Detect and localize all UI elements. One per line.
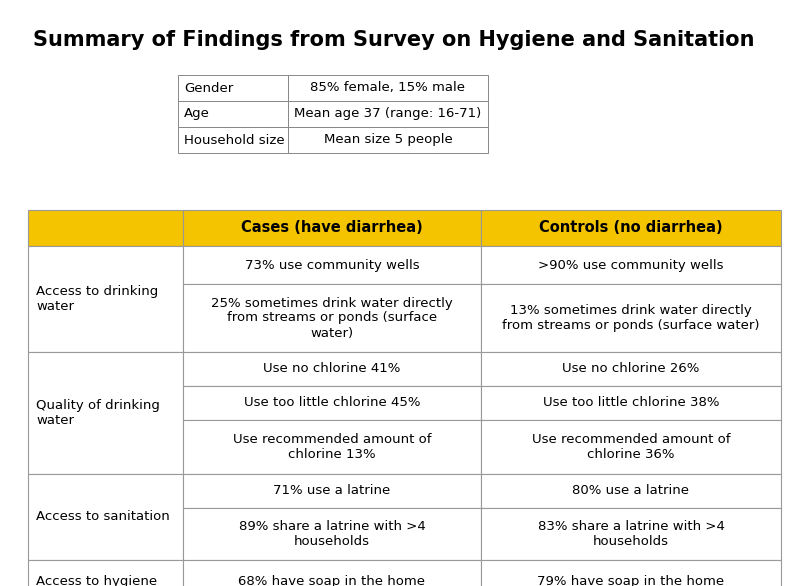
Bar (183, 284, 481, 352)
Bar (288, 101, 488, 127)
Text: Access to sanitation: Access to sanitation (36, 510, 169, 523)
Bar (481, 284, 781, 352)
Bar (481, 246, 781, 284)
Text: Mean age 37 (range: 16-71): Mean age 37 (range: 16-71) (295, 107, 481, 121)
Bar (481, 474, 781, 508)
Bar (178, 127, 288, 153)
Text: 71% use a latrine: 71% use a latrine (273, 485, 391, 498)
Text: 80% use a latrine: 80% use a latrine (573, 485, 690, 498)
Bar (481, 420, 781, 474)
Text: Household size: Household size (184, 134, 284, 146)
Text: 83% share a latrine with >4
households: 83% share a latrine with >4 households (537, 520, 724, 548)
Bar (28, 352, 183, 474)
Bar (481, 386, 781, 420)
Text: 79% have soap in the home: 79% have soap in the home (537, 575, 724, 586)
Bar (183, 386, 481, 420)
Text: Controls (no diarrhea): Controls (no diarrhea) (539, 220, 723, 236)
Bar (183, 474, 481, 508)
Bar (481, 210, 781, 246)
Text: Quality of drinking
water: Quality of drinking water (36, 399, 160, 427)
Bar (28, 210, 183, 246)
Bar (28, 246, 183, 352)
Text: 25% sometimes drink water directly
from streams or ponds (surface
water): 25% sometimes drink water directly from … (211, 297, 453, 339)
Bar (288, 75, 488, 101)
Text: Use recommended amount of
chlorine 36%: Use recommended amount of chlorine 36% (532, 433, 730, 461)
Bar (481, 352, 781, 386)
Text: >90% use community wells: >90% use community wells (538, 258, 723, 271)
Bar (183, 210, 481, 246)
Bar (288, 127, 488, 153)
Bar (178, 101, 288, 127)
Text: 73% use community wells: 73% use community wells (245, 258, 419, 271)
Text: 68% have soap in the home: 68% have soap in the home (239, 575, 426, 586)
Bar (481, 560, 781, 586)
Text: Use no chlorine 26%: Use no chlorine 26% (563, 363, 700, 376)
Text: Gender: Gender (184, 81, 233, 94)
Text: Use no chlorine 41%: Use no chlorine 41% (263, 363, 400, 376)
Bar (183, 246, 481, 284)
Text: Mean size 5 people: Mean size 5 people (324, 134, 452, 146)
Text: Access to hygiene: Access to hygiene (36, 575, 157, 586)
Text: Summary of Findings from Survey on Hygiene and Sanitation: Summary of Findings from Survey on Hygie… (33, 30, 755, 50)
Bar (183, 420, 481, 474)
Bar (183, 560, 481, 586)
Text: Use recommended amount of
chlorine 13%: Use recommended amount of chlorine 13% (232, 433, 431, 461)
Bar (28, 560, 183, 586)
Bar (28, 474, 183, 560)
Text: 89% share a latrine with >4
households: 89% share a latrine with >4 households (239, 520, 426, 548)
Text: Access to drinking
water: Access to drinking water (36, 285, 158, 313)
Bar (178, 75, 288, 101)
Bar (481, 508, 781, 560)
Text: Use too little chlorine 38%: Use too little chlorine 38% (543, 397, 719, 410)
Text: 85% female, 15% male: 85% female, 15% male (310, 81, 466, 94)
Text: Cases (have diarrhea): Cases (have diarrhea) (241, 220, 423, 236)
Text: Age: Age (184, 107, 210, 121)
Text: Use too little chlorine 45%: Use too little chlorine 45% (243, 397, 420, 410)
Bar (183, 352, 481, 386)
Bar (183, 508, 481, 560)
Text: 13% sometimes drink water directly
from streams or ponds (surface water): 13% sometimes drink water directly from … (502, 304, 760, 332)
